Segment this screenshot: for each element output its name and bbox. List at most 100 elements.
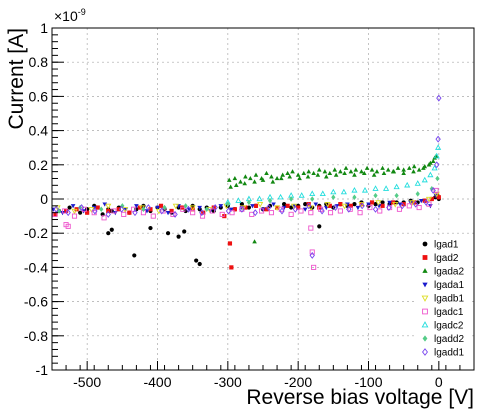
lgad1-point [352, 202, 357, 207]
lgadc1-point [396, 206, 402, 212]
x-tick-label: -400 [143, 374, 171, 390]
lgada2-point [322, 169, 328, 174]
lgadb1-point [273, 205, 281, 212]
lgad1-point [246, 205, 252, 210]
lgadd2-point [415, 191, 420, 197]
lgadd1-point [118, 205, 125, 213]
lgada2-point [353, 167, 359, 172]
lgadd1-point [359, 202, 365, 210]
lgadc1-point [347, 206, 353, 212]
lgad1-point [109, 227, 114, 232]
lgad2-point [348, 203, 354, 208]
legend-label-lgada1: lgada1 [434, 280, 464, 291]
lgad2-point [285, 203, 290, 208]
legend-label-lgadb1: lgadb1 [434, 294, 464, 305]
lgadd1-point [145, 204, 152, 212]
x-axis-title: Reverse bias voltage [V] [246, 386, 474, 409]
lgadd2-point [267, 197, 273, 204]
lgadc1-point [190, 210, 196, 216]
lgada2-point [285, 170, 290, 176]
lgad1-point [317, 224, 322, 229]
lgadd1-point [212, 204, 218, 212]
lgadd2-point [435, 175, 440, 182]
lgada2-point [416, 167, 422, 172]
lgadc1-point [311, 264, 317, 270]
lgada2-point [369, 167, 375, 172]
lgada2-point [274, 175, 280, 181]
lgad2-point [95, 205, 100, 210]
lgadd2-point [141, 206, 146, 212]
lgada2-point [364, 165, 370, 170]
grid [52, 27, 474, 371]
legend-marker-lgadc1 [422, 308, 428, 315]
lgad1-point [380, 200, 385, 205]
lgada2-point [280, 172, 286, 177]
lgadc1-point [91, 210, 97, 216]
lgadc2-point [340, 188, 347, 195]
lgad2-point [201, 210, 206, 215]
legend-marker-lgadd1 [422, 348, 428, 356]
lgadd2-point [429, 186, 434, 192]
lgad1-point [148, 225, 153, 231]
lgada2-point [228, 184, 233, 189]
lgada2-point [316, 167, 322, 172]
lgadc2-point [372, 185, 379, 191]
lgadb1-point [189, 205, 196, 212]
lgad2-point [243, 205, 248, 210]
lgad2-point [227, 241, 233, 246]
lgadc1-point [65, 223, 71, 229]
lgad2-point [232, 207, 237, 212]
lgad2-point [169, 208, 174, 214]
lgadc1-point [180, 206, 186, 212]
lgadd2-point [352, 194, 357, 201]
lgadd1-point [53, 205, 59, 213]
lgadc2-point [435, 144, 442, 150]
lgadc1-point [259, 208, 265, 214]
lgada1-point [91, 205, 97, 211]
lgada1-point [302, 207, 308, 212]
lgadc2-point [256, 195, 263, 202]
lgada2-point [306, 169, 312, 174]
lgadc2-point [393, 183, 400, 190]
lgad2-point [369, 200, 375, 205]
lgad1-point [197, 261, 202, 267]
lgad2-point [158, 203, 164, 208]
lgada2-point [359, 169, 364, 174]
lgadb1-point [122, 207, 129, 213]
lgadc1-point [337, 208, 343, 214]
lgada1-point [345, 202, 350, 207]
lgadc1-point [298, 208, 304, 214]
lgadb1-point [375, 200, 382, 206]
lgadd1-point [292, 205, 299, 213]
lgadc1-point [101, 215, 107, 221]
y-exponent-label: ×10-9 [54, 7, 86, 24]
y-tick-label: 0.6 [29, 88, 49, 104]
lgada2-point [264, 170, 269, 176]
lgada2-point [297, 175, 302, 181]
lgad2-point [137, 205, 143, 210]
lgadd1-point [132, 209, 138, 217]
lgada2-point [352, 172, 357, 177]
lgadb1-point [409, 200, 416, 206]
lgada2-point [348, 169, 354, 174]
y-tick-label: -0.6 [24, 294, 48, 310]
lgada2-point [278, 175, 284, 181]
lgada1-point [313, 202, 319, 207]
lgada2-point [295, 172, 301, 177]
lgada2-point [301, 170, 307, 176]
lgada2-point [371, 172, 377, 177]
legend-label-lgadc2: lgadc2 [434, 321, 464, 332]
lgada1-point [102, 202, 108, 207]
lgadc1-point [160, 208, 166, 214]
lgad2-point [53, 212, 58, 217]
lgad2-point [296, 205, 301, 210]
y-tick-label: 0.8 [29, 54, 49, 70]
lgada2-point [260, 177, 266, 182]
y-tick-label: -0.4 [24, 259, 48, 275]
lgada2-point [315, 172, 321, 177]
lgada2-point [401, 167, 406, 172]
lgadb1-point [425, 196, 433, 203]
legend-marker-lgada1 [422, 282, 428, 288]
lgad1-point [194, 258, 199, 263]
lgad1-point [132, 253, 137, 258]
